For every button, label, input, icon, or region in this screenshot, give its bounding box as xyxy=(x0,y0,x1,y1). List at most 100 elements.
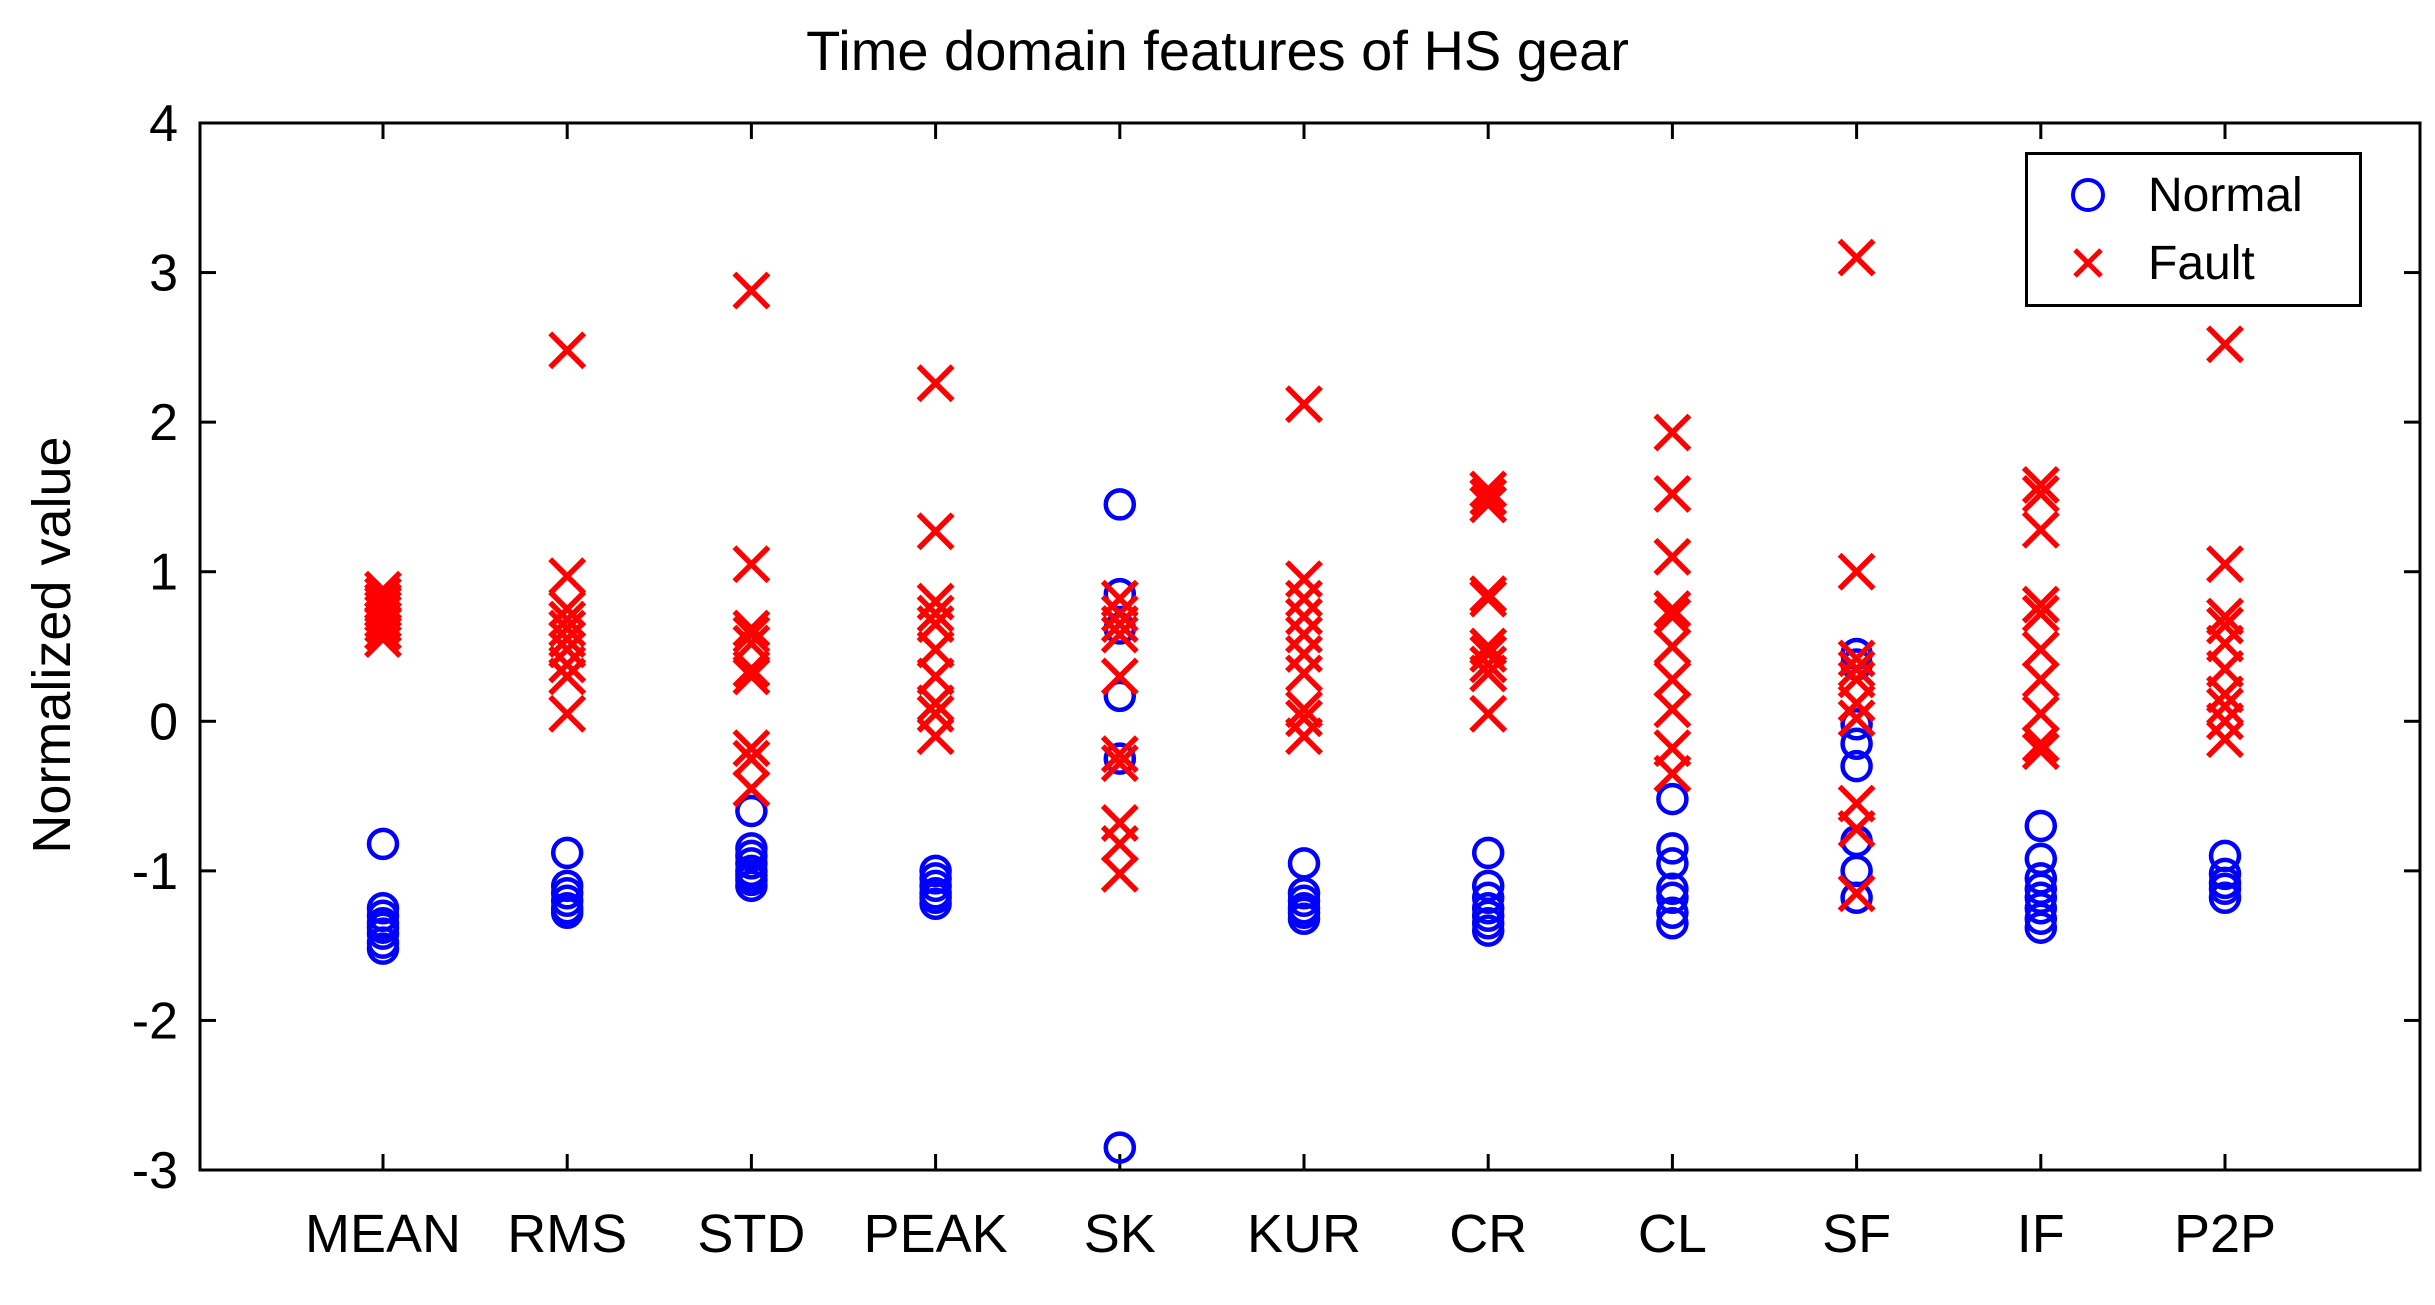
data-point-fault xyxy=(732,271,771,310)
data-point-fault xyxy=(1469,477,1508,516)
data-point-normal xyxy=(1287,902,1321,935)
data-point-fault xyxy=(1837,874,1876,913)
data-point-fault xyxy=(1837,649,1876,688)
data-point-fault xyxy=(916,717,955,756)
x-tick-label: P2P xyxy=(2174,1204,2276,1264)
data-point-fault xyxy=(1653,537,1692,576)
data-point-fault xyxy=(1837,552,1876,591)
x-tick-label: IF xyxy=(2017,1204,2065,1264)
data-point-normal xyxy=(1656,906,1689,940)
data-point-normal xyxy=(1656,847,1689,880)
data-point-fault xyxy=(548,557,587,596)
y-tick-label: 2 xyxy=(149,394,178,452)
data-point-normal xyxy=(1471,881,1505,915)
data-point-fault xyxy=(2021,732,2060,771)
data-point-fault xyxy=(732,739,771,778)
data-point-fault xyxy=(1285,560,1323,599)
data-point-fault xyxy=(364,605,402,644)
data-point-fault xyxy=(1653,690,1692,729)
data-point-fault xyxy=(1100,615,1139,654)
data-point-fault xyxy=(2021,510,2060,549)
data-point-normal xyxy=(1103,488,1137,521)
data-point-normal xyxy=(1656,872,1689,906)
data-point-fault xyxy=(1469,627,1508,666)
x-tick-label: SK xyxy=(1084,1204,1156,1264)
legend: Normal Fault xyxy=(2025,152,2362,307)
legend-label-normal: Normal xyxy=(2148,168,2303,222)
y-tick-label: 3 xyxy=(149,245,178,303)
data-point-fault xyxy=(1285,717,1323,756)
data-point-fault xyxy=(2021,585,2060,624)
data-point-fault xyxy=(1469,485,1508,524)
data-point-normal xyxy=(1656,896,1689,929)
data-point-normal xyxy=(1840,708,1873,741)
data-point-normal xyxy=(2208,857,2242,891)
y-tick-label: -2 xyxy=(132,992,178,1050)
data-point-fault xyxy=(364,620,402,658)
y-axis-label: Normalized value xyxy=(22,436,82,854)
data-point-fault xyxy=(1100,854,1139,893)
fault-x-icon xyxy=(2028,241,2148,285)
data-point-normal xyxy=(1471,914,1505,947)
data-point-fault xyxy=(1837,810,1876,848)
data-point-normal xyxy=(1840,749,1873,783)
data-point-normal xyxy=(1656,782,1689,816)
data-point-fault xyxy=(1653,413,1692,452)
data-point-fault xyxy=(2021,660,2060,699)
data-point-fault xyxy=(1837,684,1876,723)
data-point-fault xyxy=(1653,597,1692,636)
data-point-normal xyxy=(2208,872,2242,906)
normal-circle-icon xyxy=(2028,173,2148,217)
data-point-fault xyxy=(1469,694,1508,733)
data-point-fault xyxy=(1100,657,1139,696)
data-point-fault xyxy=(1285,699,1323,738)
data-point-fault xyxy=(1285,690,1323,729)
axis-box xyxy=(198,121,2422,1172)
data-point-fault xyxy=(1100,824,1139,863)
x-tick-label: MEAN xyxy=(305,1204,461,1264)
data-point-fault xyxy=(916,594,955,633)
data-point-fault xyxy=(1285,615,1323,654)
data-point-fault xyxy=(1837,238,1876,277)
data-point-fault xyxy=(732,609,771,648)
data-point-fault xyxy=(1285,635,1323,673)
data-point-normal xyxy=(1103,577,1137,611)
data-point-normal xyxy=(2024,911,2058,944)
data-point-normal xyxy=(1840,727,1873,760)
x-tick-label: CL xyxy=(1638,1204,1707,1264)
data-point-fault xyxy=(2206,675,2244,714)
legend-label-fault: Fault xyxy=(2148,236,2255,290)
data-point-fault xyxy=(2021,630,2060,669)
data-point-fault xyxy=(1285,654,1323,693)
data-point-fault xyxy=(1100,605,1139,644)
x-tick-label: STD xyxy=(697,1204,805,1264)
data-point-normal xyxy=(550,896,584,929)
data-point-fault xyxy=(2206,702,2244,741)
data-point-fault xyxy=(1653,627,1692,666)
data-point-fault xyxy=(1285,385,1323,424)
data-point-fault xyxy=(1100,735,1139,774)
data-point-fault xyxy=(732,615,771,654)
data-point-normal xyxy=(550,836,584,870)
y-tick-label: 0 xyxy=(149,693,178,751)
data-point-fault xyxy=(364,612,402,651)
data-point-fault xyxy=(548,630,587,669)
data-point-fault xyxy=(916,364,955,403)
data-point-normal xyxy=(366,932,400,965)
data-point-fault xyxy=(2021,594,2060,633)
x-tick-label: KUR xyxy=(1247,1204,1361,1264)
data-point-fault xyxy=(1469,645,1508,684)
data-point-fault xyxy=(1469,575,1508,614)
data-point-fault xyxy=(2206,720,2244,759)
data-point-fault xyxy=(1653,660,1692,699)
y-tick-label: -3 xyxy=(132,1142,178,1200)
data-point-normal xyxy=(366,917,400,950)
data-point-normal xyxy=(735,869,768,903)
data-point-normal xyxy=(1103,679,1137,713)
data-point-normal xyxy=(735,794,768,828)
data-point-fault xyxy=(2206,545,2244,584)
legend-item-fault: Fault xyxy=(2028,231,2359,295)
data-point-normal xyxy=(2208,881,2242,915)
data-point-fault xyxy=(916,630,955,669)
data-point-fault xyxy=(2021,466,2060,504)
